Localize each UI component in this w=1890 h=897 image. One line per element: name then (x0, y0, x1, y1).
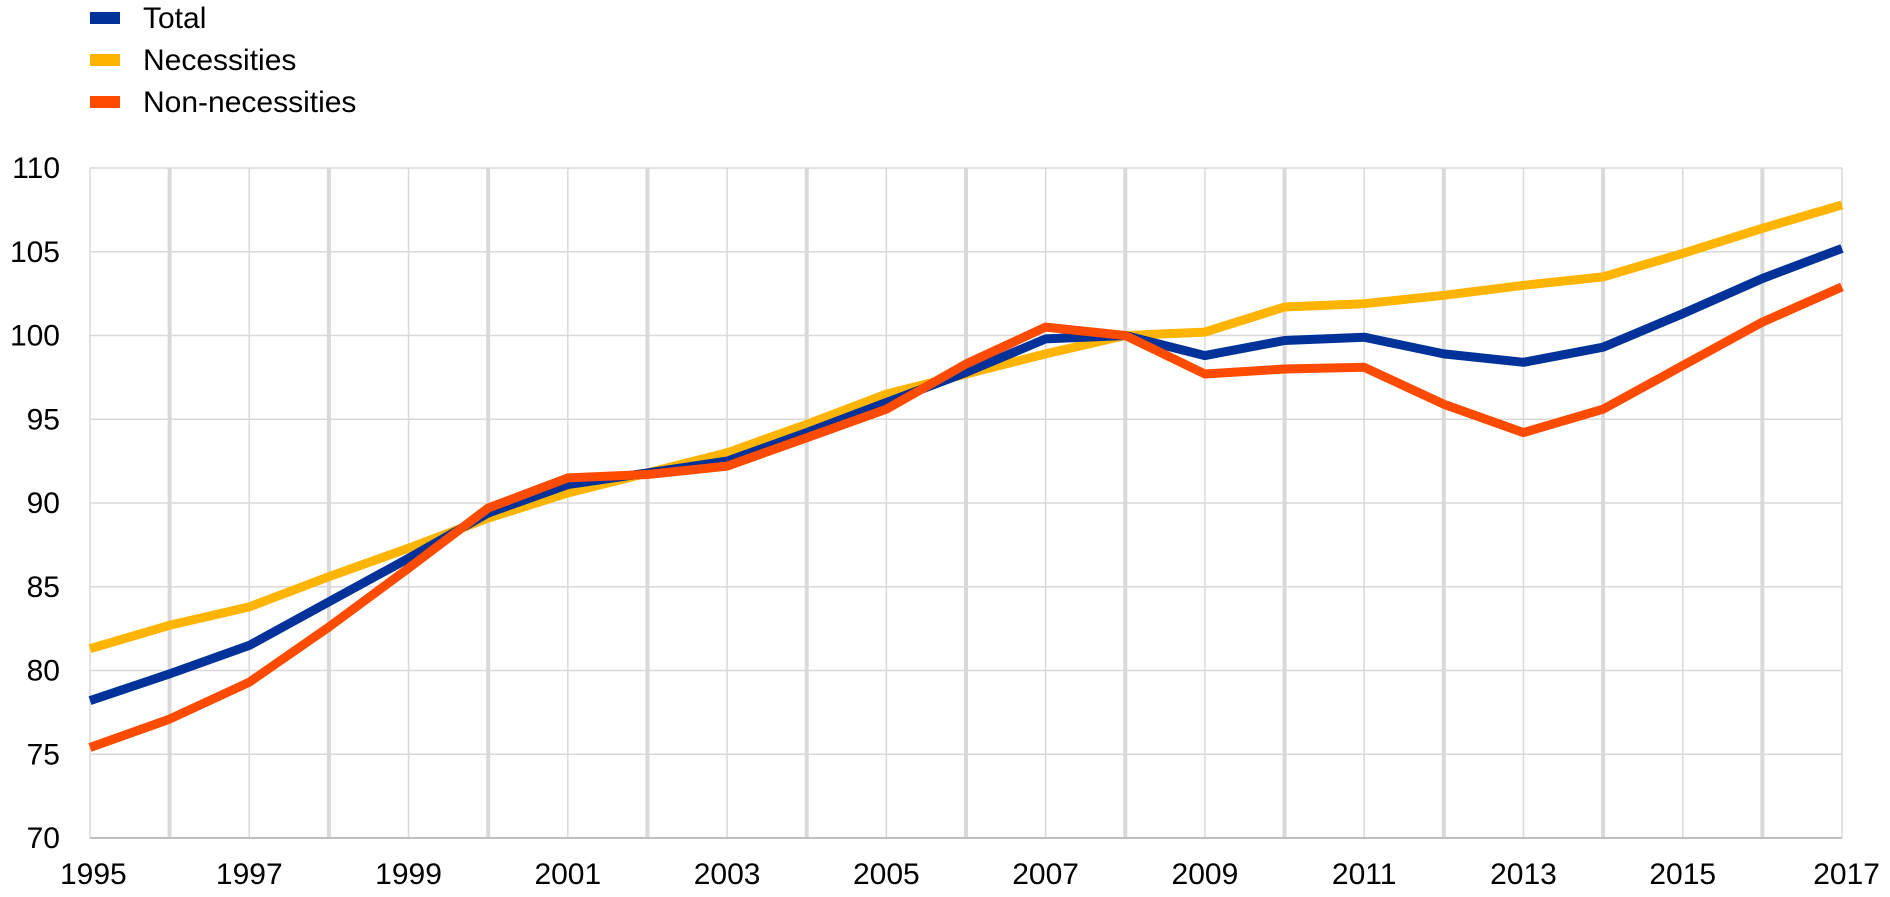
y-tick-label: 110 (12, 152, 60, 185)
x-tick-label: 2011 (1332, 858, 1397, 891)
x-tick-label: 2009 (1172, 858, 1239, 891)
y-tick-label: 105 (10, 236, 60, 269)
legend: Total Necessities Non-necessities (90, 2, 356, 119)
x-tick-label: 2007 (1012, 858, 1079, 891)
legend-label-non-necessities: Non-necessities (143, 86, 356, 119)
y-tick-label: 100 (10, 320, 60, 353)
y-tick-label: 90 (27, 487, 60, 520)
x-tick-label: 1997 (216, 858, 283, 891)
y-tick-label: 70 (27, 822, 60, 855)
legend-swatch-total (90, 12, 120, 24)
x-tick-label: 2001 (534, 858, 601, 891)
x-tick-label: 1999 (375, 858, 442, 891)
y-tick-label: 85 (27, 571, 60, 604)
legend-swatch-non-necessities (90, 96, 120, 108)
x-tick-label: 2013 (1490, 858, 1557, 891)
y-tick-label: 80 (27, 655, 60, 688)
series-line-non-necessities (88, 282, 1844, 752)
series-line-total (88, 244, 1844, 705)
y-tick-labels: 70 75 80 85 90 95 100 105 110 (10, 152, 60, 855)
legend-label-necessities: Necessities (143, 44, 296, 77)
grid-layer (89, 167, 1843, 838)
x-tick-label: 2017 (1813, 858, 1880, 891)
x-tick-label: 1995 (60, 858, 127, 891)
y-tick-label: 75 (27, 738, 60, 771)
x-tick-label: 2003 (694, 858, 761, 891)
x-tick-label: 2005 (853, 858, 920, 891)
x-tick-labels: 1995 1997 1999 2001 2003 2005 2007 2009 2011 2013… (60, 858, 1880, 891)
legend-swatch-necessities (90, 54, 120, 66)
series-layer (88, 200, 1844, 752)
legend-label-total: Total (143, 2, 206, 35)
y-tick-label: 95 (27, 403, 60, 436)
x-tick-label: 2015 (1649, 858, 1716, 891)
